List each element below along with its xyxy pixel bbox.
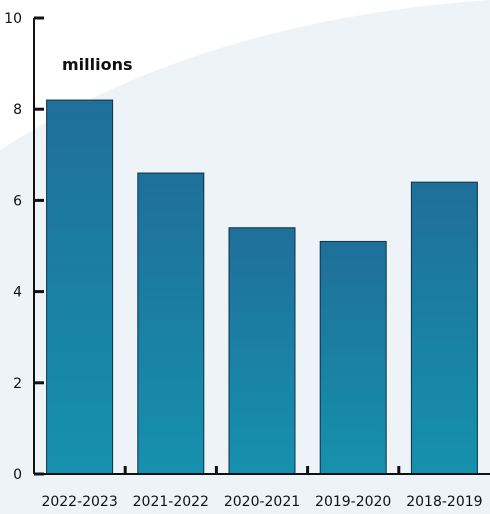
x-tick-label: 2018-2019 (406, 494, 482, 510)
y-tick-label: 6 (13, 193, 22, 209)
x-tick-label: 2021-2022 (133, 494, 209, 510)
unit-label: millions (62, 55, 133, 74)
y-tick-label: 8 (13, 102, 22, 118)
x-tick-label: 2022-2023 (41, 494, 117, 510)
x-tick-label: 2020-2021 (224, 494, 300, 510)
bar-2021-2022 (137, 172, 205, 475)
axes-layer: 2022-2023 2021-2022 2020-2021 2019-2020 2018… (4, 11, 490, 510)
bar-2022-2023 (46, 99, 114, 475)
y-tick-label: 2 (13, 376, 22, 392)
bar-2020-2021 (228, 227, 296, 475)
bar-2018-2019 (410, 181, 478, 475)
y-tick-label: 4 (13, 285, 22, 301)
y-tick-label: 0 (13, 467, 22, 483)
bars-layer (46, 99, 478, 475)
y-tick-label: 10 (4, 11, 22, 27)
bar-2019-2020 (319, 240, 387, 475)
x-tick-label: 2019-2020 (315, 494, 391, 510)
